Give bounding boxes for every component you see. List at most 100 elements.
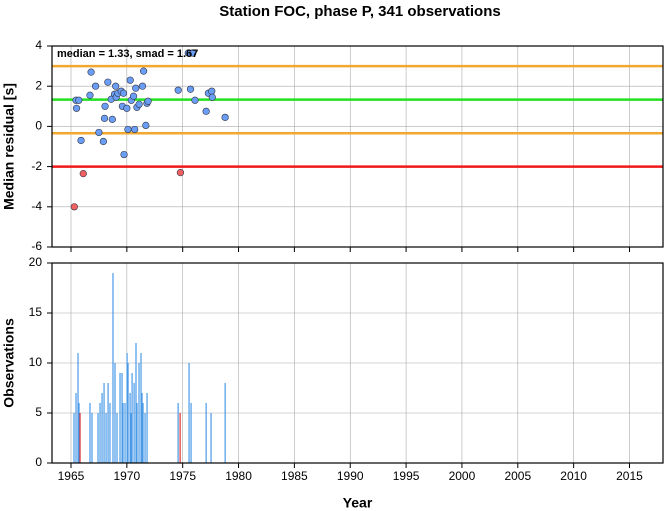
bar <box>101 393 103 463</box>
bar <box>78 403 80 463</box>
point <box>176 169 185 177</box>
y-tick-label: 5 <box>35 405 42 419</box>
bar <box>210 413 212 463</box>
bar <box>77 353 79 463</box>
point <box>208 93 216 101</box>
y-axis-label: Observations <box>1 318 17 408</box>
x-tick-label: 1970 <box>113 469 140 483</box>
bar <box>141 393 143 463</box>
point <box>112 82 120 90</box>
bar <box>97 413 99 463</box>
point <box>79 170 87 178</box>
x-tick-label: 2005 <box>504 469 531 483</box>
y-tick-label: 15 <box>29 305 43 319</box>
bar <box>140 353 142 463</box>
y-tick-label: -4 <box>31 199 42 213</box>
point <box>126 76 134 84</box>
bar <box>73 413 75 463</box>
point <box>131 125 139 134</box>
point <box>120 150 128 159</box>
y-tick-label: 10 <box>29 355 43 369</box>
point <box>208 87 216 95</box>
bar <box>107 383 109 463</box>
y-tick-label: 4 <box>35 38 42 52</box>
bar <box>135 343 137 463</box>
bar <box>114 363 116 463</box>
point <box>142 121 150 129</box>
x-tick-label: 1990 <box>337 469 364 483</box>
point <box>132 84 140 92</box>
bar <box>144 413 146 463</box>
point <box>99 137 107 146</box>
bar <box>224 383 226 463</box>
bar <box>89 403 91 463</box>
point <box>221 113 229 121</box>
bar <box>129 393 131 463</box>
bar <box>146 393 148 463</box>
x-tick-label: 2000 <box>449 469 476 483</box>
point <box>87 68 95 76</box>
bar <box>126 353 128 463</box>
bar <box>75 393 77 463</box>
point <box>104 78 112 86</box>
x-axis-label: Year <box>343 495 373 511</box>
point <box>72 104 81 112</box>
bar <box>112 273 114 463</box>
bar <box>79 413 81 463</box>
point <box>101 102 109 110</box>
y-tick-label: 0 <box>35 119 42 133</box>
point <box>174 86 182 94</box>
bar <box>136 403 138 463</box>
point <box>119 89 128 97</box>
point <box>95 128 103 137</box>
y-tick-label: 2 <box>35 78 42 92</box>
bar <box>142 403 144 463</box>
x-tick-label: 1975 <box>169 469 196 483</box>
point <box>108 115 116 123</box>
bar <box>122 403 124 463</box>
point <box>75 96 83 104</box>
point <box>123 104 131 112</box>
bar <box>124 403 126 463</box>
bar <box>119 373 121 463</box>
point <box>186 85 195 93</box>
point <box>91 82 100 90</box>
point <box>124 125 132 134</box>
bar <box>121 373 123 463</box>
bar <box>131 373 133 463</box>
point <box>86 91 94 99</box>
point <box>100 114 109 122</box>
x-tick-label: 2015 <box>616 469 643 483</box>
annotation: median = 1.33, smad = 1.67 <box>57 48 198 60</box>
x-tick-label: 2010 <box>560 469 587 483</box>
y-tick-label: -2 <box>31 159 42 173</box>
chart-title: Station FOC, phase P, 341 observations <box>219 3 500 20</box>
bar <box>127 363 129 463</box>
x-tick-label: 1965 <box>58 469 85 483</box>
point <box>77 136 85 145</box>
bar <box>105 413 107 463</box>
bar <box>109 403 111 463</box>
point <box>138 82 147 90</box>
bar <box>103 383 105 463</box>
point <box>191 96 199 104</box>
bar <box>177 403 179 463</box>
bar <box>205 403 207 463</box>
x-tick-label: 1995 <box>393 469 420 483</box>
bar <box>130 413 132 463</box>
y-tick-label: 20 <box>29 255 43 269</box>
y-tick-label: 0 <box>35 455 42 469</box>
bar <box>133 383 135 463</box>
y-axis-label: Median residual [s] <box>1 83 17 210</box>
point <box>144 97 152 105</box>
point <box>139 67 148 75</box>
x-tick-label: 1985 <box>281 469 308 483</box>
bar <box>190 403 192 463</box>
x-tick-label: 1980 <box>225 469 252 483</box>
bar <box>179 413 181 463</box>
point <box>129 92 138 100</box>
y-tick-label: -6 <box>31 239 42 253</box>
bar <box>91 413 93 463</box>
bar <box>188 363 190 463</box>
